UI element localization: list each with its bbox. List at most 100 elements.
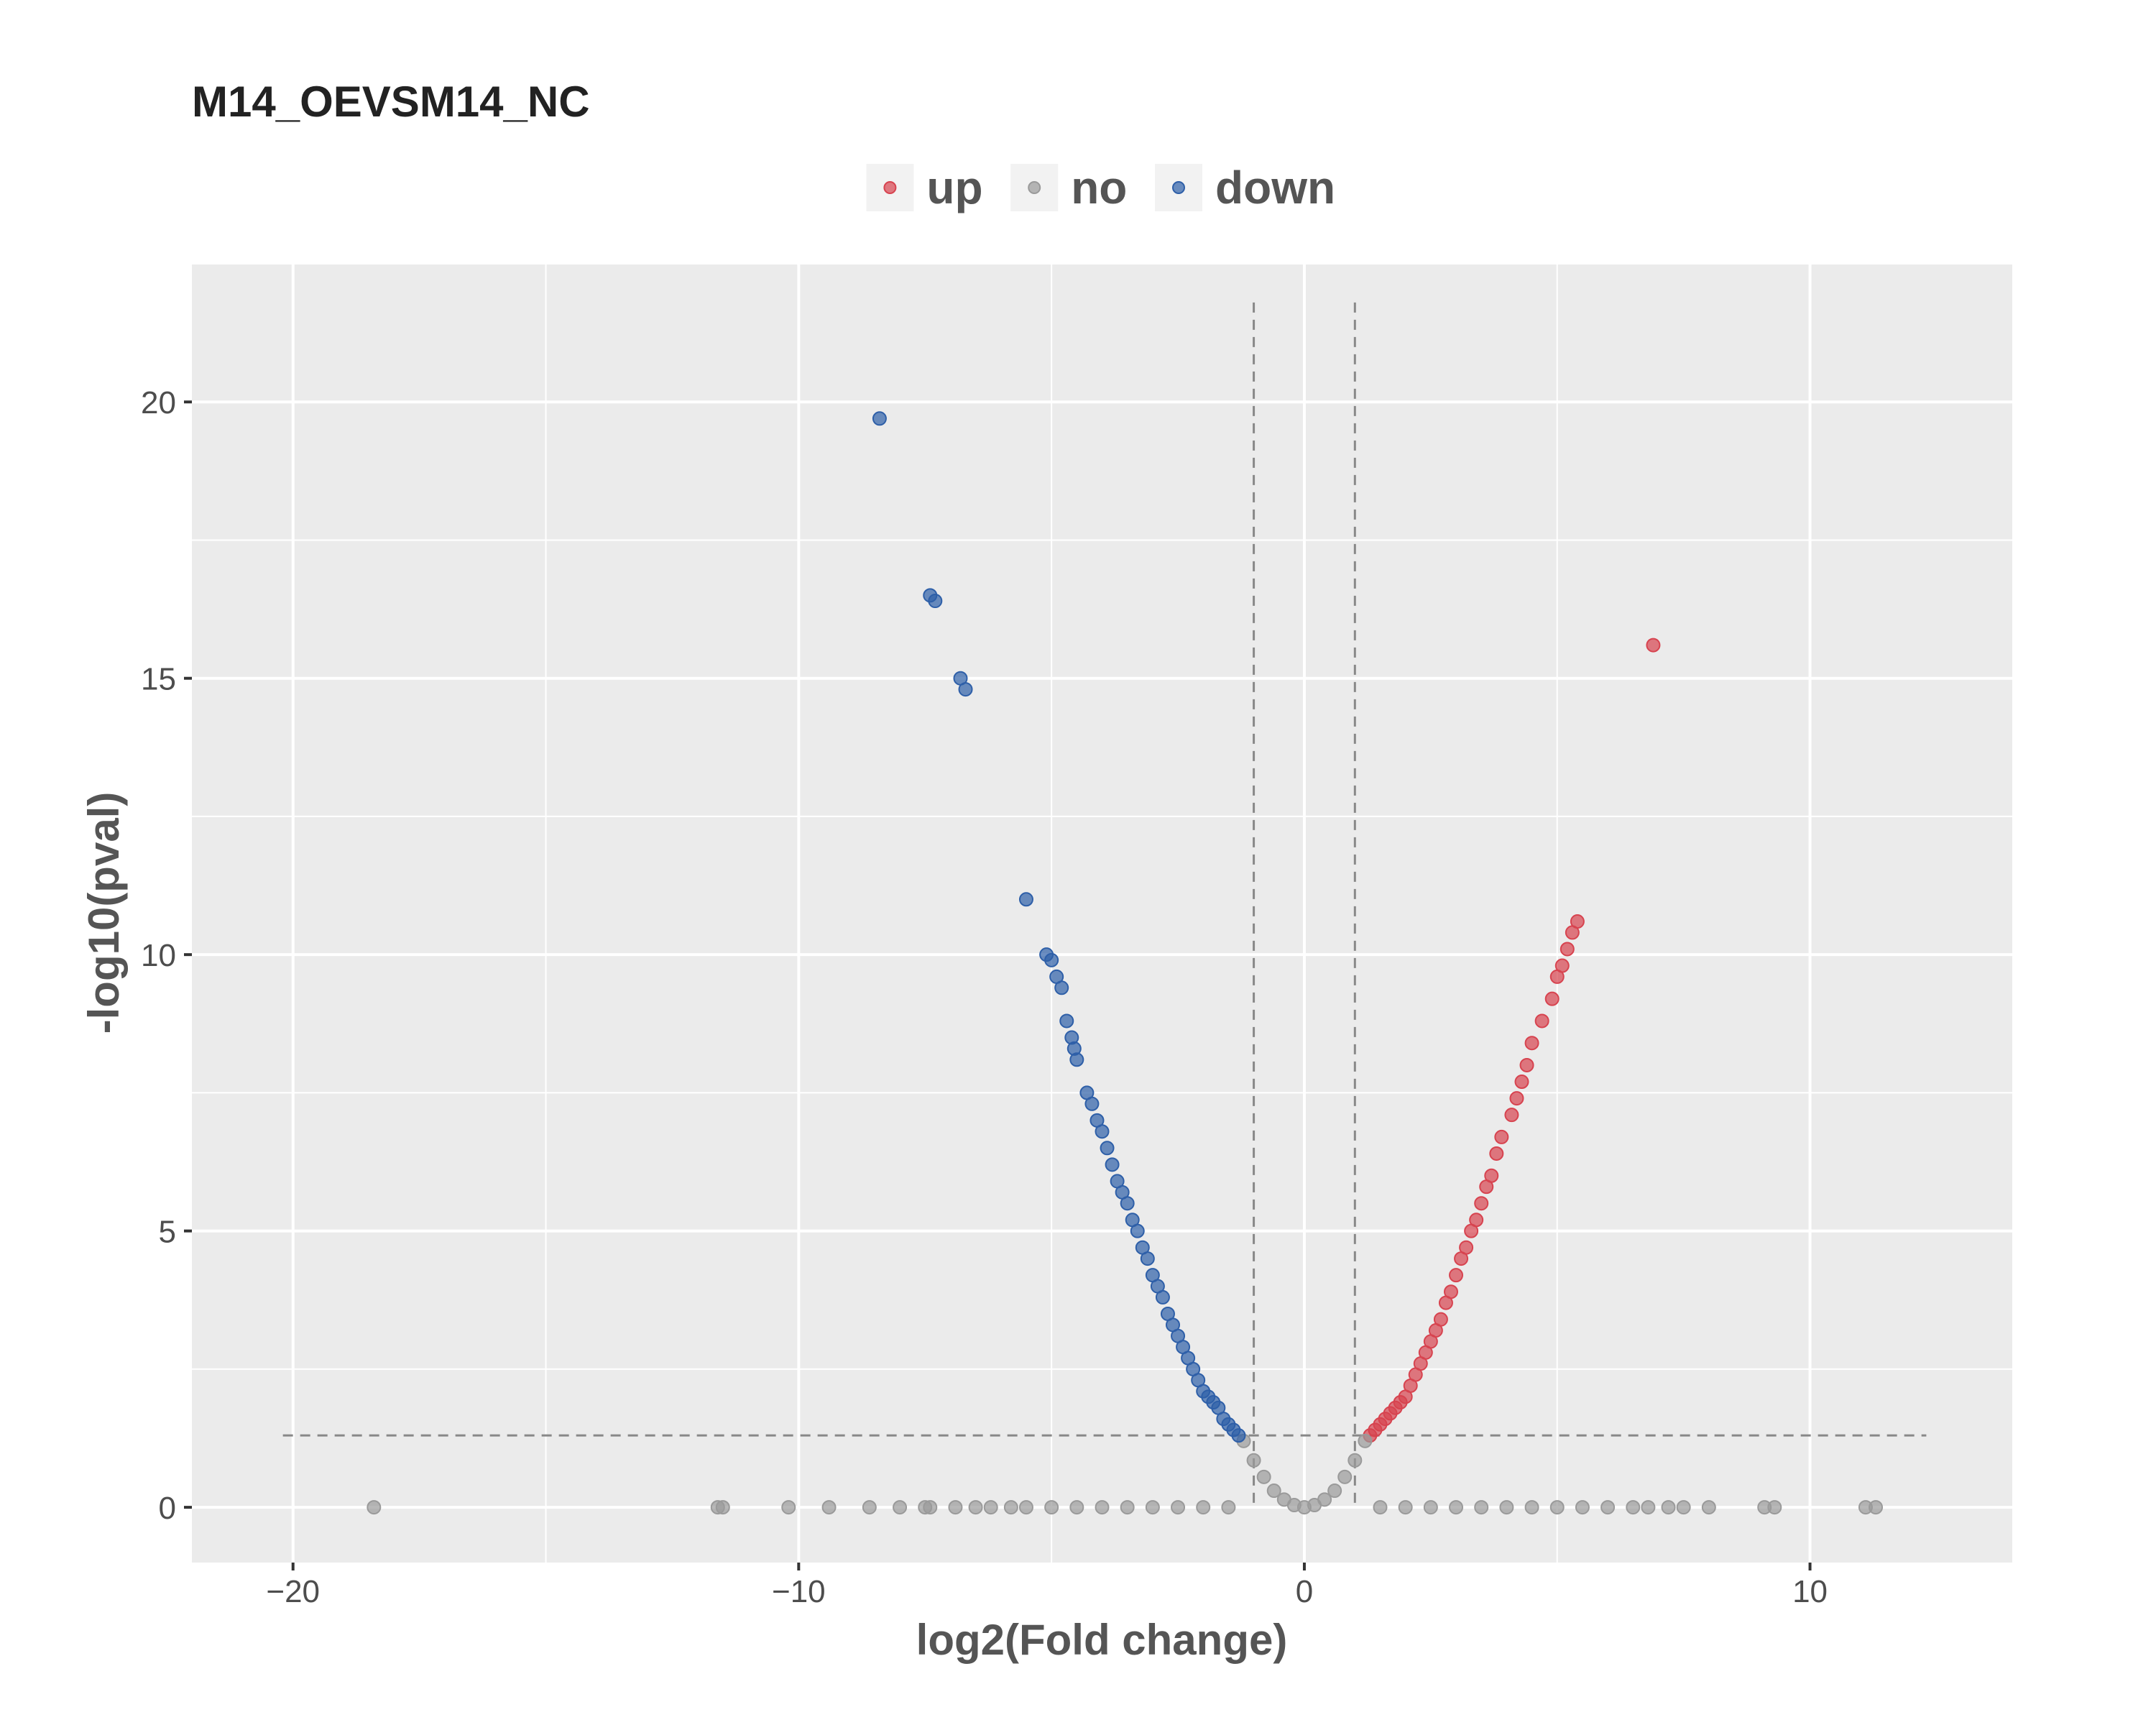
point-down bbox=[1095, 1124, 1110, 1139]
point-no bbox=[1626, 1500, 1641, 1515]
point-no bbox=[821, 1500, 837, 1515]
point-down bbox=[958, 682, 973, 697]
y-tick-label: 15 bbox=[141, 662, 176, 697]
point-up bbox=[1519, 1057, 1534, 1072]
legend-marker-up bbox=[883, 181, 897, 194]
point-no bbox=[367, 1500, 382, 1515]
x-axis-title: log2(Fold change) bbox=[916, 1616, 1288, 1664]
point-up bbox=[1514, 1075, 1529, 1090]
point-down bbox=[1084, 1096, 1100, 1111]
point-down bbox=[1069, 1052, 1084, 1067]
grid-minor bbox=[192, 263, 2012, 1563]
point-no bbox=[968, 1500, 983, 1515]
point-no bbox=[1044, 1500, 1059, 1515]
point-no bbox=[948, 1500, 963, 1515]
point-no bbox=[1676, 1500, 1691, 1515]
point-no bbox=[1095, 1500, 1110, 1515]
point-up bbox=[1454, 1251, 1469, 1266]
legend-label-down: down bbox=[1215, 162, 1335, 213]
point-up bbox=[1549, 969, 1565, 984]
x-tick-label: −20 bbox=[266, 1574, 320, 1609]
chart-title: M14_OEVSM14_NC bbox=[192, 78, 590, 126]
point-up bbox=[1464, 1223, 1479, 1238]
point-no bbox=[1266, 1484, 1281, 1499]
point-down bbox=[1018, 892, 1033, 907]
legend-marker-down bbox=[1172, 181, 1185, 194]
legend: up no down bbox=[866, 162, 1335, 213]
point-no bbox=[781, 1500, 796, 1515]
x-tick-label: −10 bbox=[772, 1574, 826, 1609]
point-up bbox=[1494, 1129, 1509, 1144]
point-no bbox=[1373, 1500, 1388, 1515]
point-up bbox=[1479, 1179, 1494, 1195]
point-down bbox=[1100, 1141, 1115, 1156]
point-no bbox=[1120, 1500, 1135, 1515]
point-down bbox=[1231, 1428, 1246, 1443]
point-no bbox=[1145, 1500, 1160, 1515]
point-no bbox=[1398, 1500, 1413, 1515]
point-no bbox=[1171, 1500, 1186, 1515]
point-no bbox=[983, 1500, 998, 1515]
y-tick-label: 5 bbox=[159, 1215, 176, 1250]
point-no bbox=[1474, 1500, 1489, 1515]
point-no bbox=[1256, 1469, 1271, 1484]
y-tick-label: 0 bbox=[159, 1491, 176, 1526]
point-no bbox=[1549, 1500, 1565, 1515]
point-no bbox=[1423, 1500, 1438, 1515]
point-no bbox=[1869, 1500, 1884, 1515]
point-down bbox=[1059, 1013, 1074, 1029]
point-no bbox=[1600, 1500, 1616, 1515]
point-up bbox=[1449, 1268, 1464, 1283]
point-up bbox=[1560, 942, 1575, 957]
point-no bbox=[862, 1500, 877, 1515]
point-up bbox=[1646, 638, 1661, 653]
point-up bbox=[1565, 925, 1580, 940]
point-no bbox=[1317, 1492, 1332, 1507]
plot-panel bbox=[192, 264, 2012, 1563]
point-up bbox=[1509, 1091, 1524, 1106]
point-no bbox=[893, 1500, 908, 1515]
point-no bbox=[1575, 1500, 1590, 1515]
point-no bbox=[715, 1500, 730, 1515]
point-no bbox=[1246, 1453, 1261, 1468]
point-no bbox=[1221, 1500, 1236, 1515]
point-no bbox=[1524, 1500, 1539, 1515]
point-down bbox=[872, 411, 887, 426]
point-no bbox=[1701, 1500, 1716, 1515]
point-up bbox=[1524, 1036, 1539, 1051]
point-down bbox=[1155, 1289, 1170, 1305]
x-tick-label: 0 bbox=[1296, 1574, 1313, 1609]
point-down bbox=[1044, 952, 1059, 967]
point-no bbox=[1069, 1500, 1084, 1515]
point-up bbox=[1489, 1146, 1504, 1161]
point-no bbox=[1641, 1500, 1656, 1515]
point-up bbox=[1504, 1108, 1519, 1123]
point-down bbox=[1140, 1251, 1155, 1266]
point-no bbox=[1018, 1500, 1033, 1515]
point-no bbox=[923, 1500, 938, 1515]
y-tick-label: 10 bbox=[141, 938, 176, 973]
point-up bbox=[1474, 1196, 1489, 1211]
threshold-lines bbox=[282, 302, 1927, 1508]
point-no bbox=[1348, 1453, 1363, 1468]
point-no bbox=[1327, 1484, 1342, 1499]
point-no bbox=[1196, 1500, 1211, 1515]
point-no bbox=[1661, 1500, 1676, 1515]
legend-marker-no bbox=[1028, 181, 1041, 194]
point-down bbox=[1120, 1196, 1135, 1211]
point-no bbox=[1003, 1500, 1018, 1515]
point-down bbox=[1105, 1157, 1120, 1172]
point-up bbox=[1544, 991, 1560, 1006]
point-down bbox=[1130, 1223, 1145, 1238]
legend-label-up: up bbox=[926, 162, 982, 213]
point-down bbox=[1054, 980, 1069, 995]
point-down bbox=[928, 594, 943, 609]
point-no bbox=[1499, 1500, 1514, 1515]
point-no bbox=[1358, 1433, 1373, 1448]
y-tick-label: 20 bbox=[141, 385, 176, 420]
y-axis: 0 5 10 15 20 bbox=[141, 385, 192, 1526]
x-tick-label: 10 bbox=[1792, 1574, 1828, 1609]
legend-label-no: no bbox=[1071, 162, 1127, 213]
point-up bbox=[1438, 1295, 1453, 1310]
